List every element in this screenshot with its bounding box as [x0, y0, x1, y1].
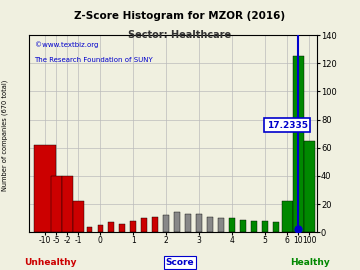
Text: Score: Score [166, 258, 194, 267]
Bar [293, 56, 303, 232]
Bar [185, 214, 191, 232]
Bar [303, 141, 315, 232]
Text: Z-Score Histogram for MZOR (2016): Z-Score Histogram for MZOR (2016) [75, 11, 285, 21]
Text: 17.2335: 17.2335 [267, 121, 308, 130]
Bar [197, 214, 202, 232]
Text: Healthy: Healthy [290, 258, 329, 267]
Bar [175, 212, 180, 232]
Bar [62, 176, 73, 232]
Bar [153, 217, 158, 232]
Bar [219, 218, 224, 232]
Bar [86, 227, 92, 232]
Text: The Research Foundation of SUNY: The Research Foundation of SUNY [35, 57, 153, 63]
Bar [251, 221, 257, 232]
Bar [240, 220, 246, 232]
Bar [73, 201, 84, 232]
Bar [51, 176, 62, 232]
Text: Unhealthy: Unhealthy [24, 258, 77, 267]
Bar [282, 201, 293, 232]
Bar [163, 215, 169, 232]
Bar [120, 224, 125, 232]
Bar [207, 217, 213, 232]
Text: Sector: Healthcare: Sector: Healthcare [129, 30, 231, 40]
Bar [108, 222, 114, 232]
Bar [34, 145, 56, 232]
Bar [130, 221, 136, 232]
Text: Number of companies (670 total): Number of companies (670 total) [2, 79, 8, 191]
Bar [141, 218, 147, 232]
Bar [98, 225, 103, 232]
Bar [273, 222, 279, 232]
Bar [262, 221, 268, 232]
Text: ©www.textbiz.org: ©www.textbiz.org [35, 41, 98, 48]
Bar [229, 218, 235, 232]
